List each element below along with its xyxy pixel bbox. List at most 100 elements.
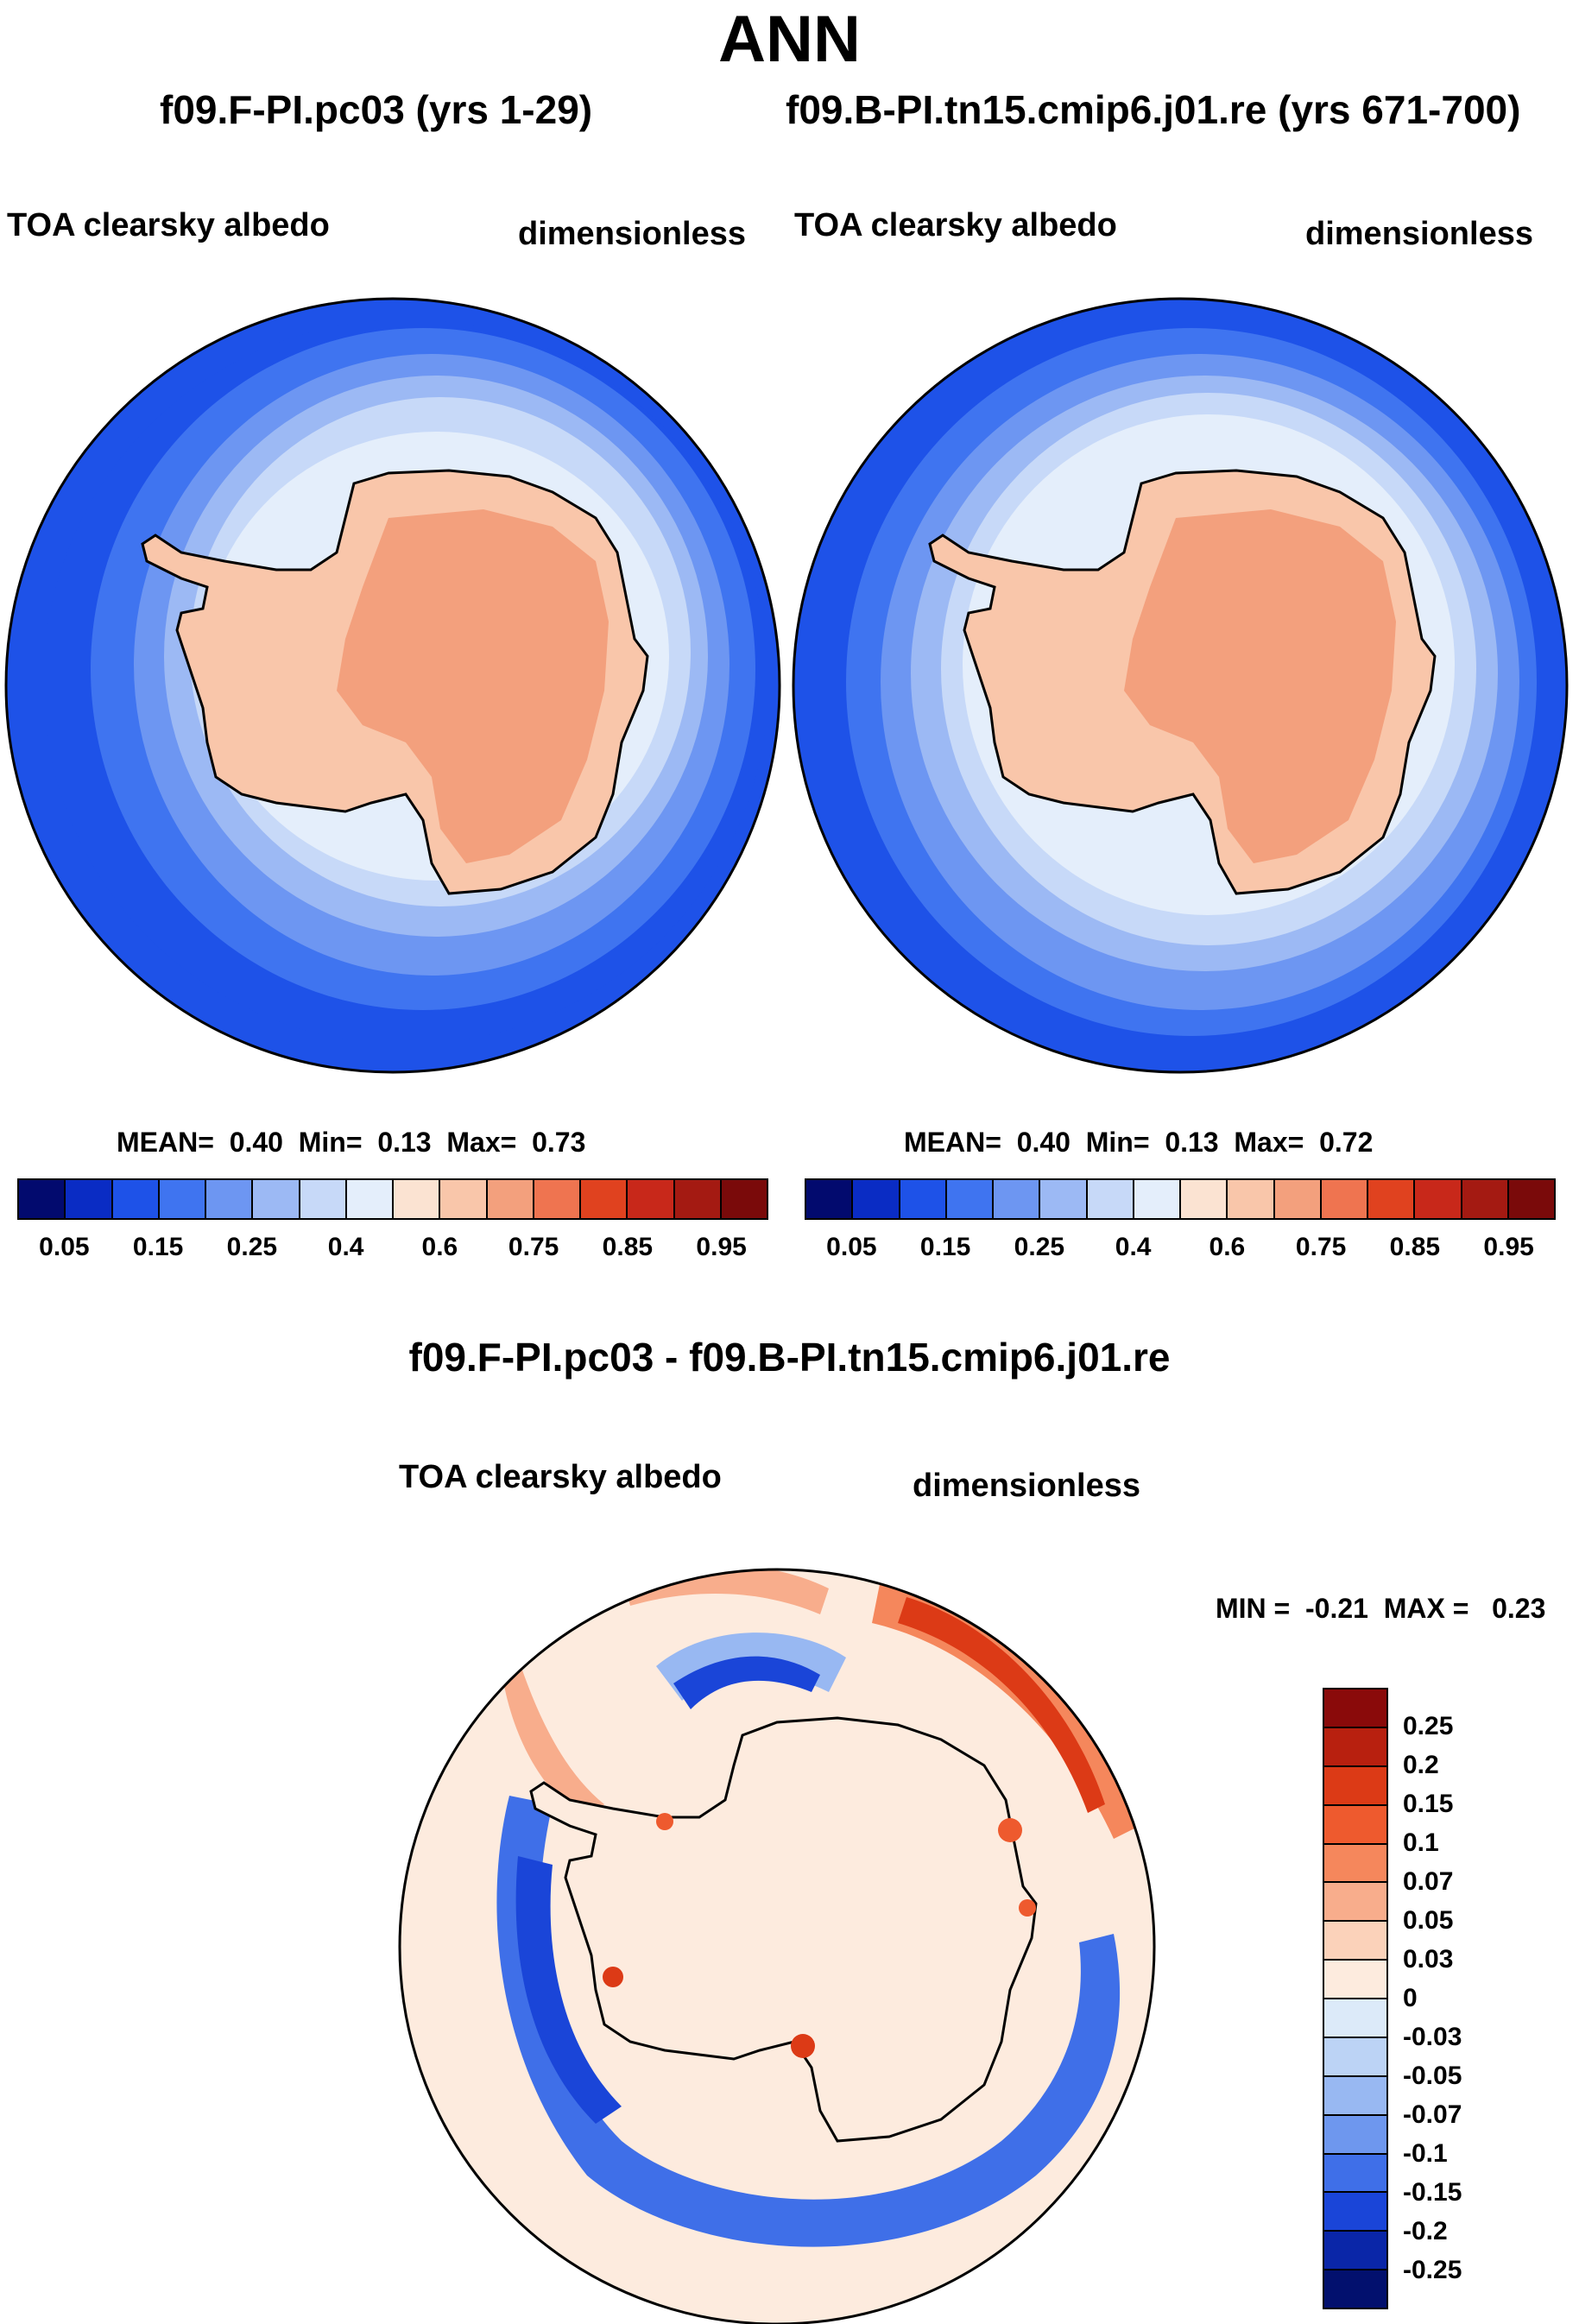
colorbar-tick-label: 0.05	[1403, 1906, 1454, 1935]
colorbar-tick-label: -0.25	[1403, 2256, 1462, 2284]
diff-max-label: MAX =	[1383, 1593, 1469, 1624]
panel2-colorbar	[805, 1178, 1556, 1220]
colorbar-tick-label: -0.15	[1403, 2178, 1462, 2207]
p2-min-value: 0.13	[1165, 1127, 1219, 1158]
colorbar-swatch	[440, 1180, 488, 1218]
colorbar-tick-label: 0.95	[696, 1233, 747, 1261]
diff-units-label: dimensionless	[913, 1468, 1140, 1504]
colorbar-tick-label: 0.6	[1209, 1233, 1246, 1261]
colorbar-swatch	[1324, 1961, 1386, 1999]
diff-min-value: -0.21	[1305, 1593, 1368, 1624]
colorbar-swatch	[394, 1180, 441, 1218]
colorbar-tick-label: -0.1	[1403, 2139, 1448, 2168]
colorbar-tick-label: -0.05	[1403, 2062, 1462, 2090]
colorbar-swatch	[900, 1180, 947, 1218]
colorbar-swatch	[628, 1180, 675, 1218]
panel1-units-label: dimensionless	[518, 216, 746, 252]
colorbar-tick-label: 0.75	[508, 1233, 559, 1261]
colorbar-swatch	[1324, 1844, 1386, 1884]
colorbar-tick-label: 0.03	[1403, 1945, 1454, 1974]
colorbar-swatch	[1324, 2037, 1386, 2077]
colorbar-swatch	[1087, 1180, 1134, 1218]
colorbar-tick-label: 0.75	[1295, 1233, 1347, 1261]
colorbar-swatch	[1321, 1180, 1368, 1218]
p2-min-label: Min=	[1085, 1127, 1150, 1158]
colorbar-tick-label: 0.85	[602, 1233, 654, 1261]
colorbar-tick-label: 0.05	[39, 1233, 90, 1261]
colorbar-swatch	[806, 1180, 854, 1218]
diff-minmax: MIN = -0.21 MAX = 0.23	[1216, 1593, 1545, 1625]
colorbar-tick-label: 0.6	[421, 1233, 458, 1261]
colorbar-swatch	[1324, 2193, 1386, 2232]
diff-max-value: 0.23	[1492, 1593, 1546, 1624]
colorbar-tick-label: -0.07	[1403, 2100, 1462, 2129]
panel2-case-title: f09.B-PI.tn15.cmip6.j01.re (yrs 671-700)	[786, 87, 1521, 132]
colorbar-swatch	[1324, 1922, 1386, 1961]
p1-plateau	[337, 509, 609, 863]
panel1-case-title: f09.F-PI.pc03 (yrs 1-29)	[160, 87, 593, 132]
colorbar-swatch	[1324, 1805, 1386, 1845]
colorbar-swatch	[674, 1180, 722, 1218]
colorbar-tick-label: 0.15	[919, 1233, 971, 1261]
diff-title: f09.F-PI.pc03 - f09.B-PI.tn15.cmip6.j01.…	[408, 1335, 1171, 1380]
p1-mean-label: MEAN=	[117, 1127, 214, 1158]
colorbar-swatch	[581, 1180, 628, 1218]
colorbar-swatch	[1324, 1766, 1386, 1806]
colorbar-swatch	[1415, 1180, 1462, 1218]
colorbar-tick-label: 0.15	[132, 1233, 184, 1261]
colorbar-swatch	[1462, 1180, 1509, 1218]
colorbar-swatch	[1324, 2232, 1386, 2271]
colorbar-swatch	[1324, 2270, 1386, 2308]
colorbar-tick-label: 0.15	[1403, 1790, 1454, 1818]
colorbar-swatch	[1274, 1180, 1322, 1218]
panel2-variable-label: TOA clearsky albedo	[794, 207, 1117, 243]
season-title: ANN	[718, 3, 861, 76]
colorbar-swatch	[300, 1180, 347, 1218]
colorbar-swatch	[721, 1180, 767, 1218]
colorbar-tick-label: 0.4	[1115, 1233, 1152, 1261]
diff-min-label: MIN =	[1216, 1593, 1291, 1624]
colorbar-swatch	[994, 1180, 1041, 1218]
colorbar-swatch	[346, 1180, 394, 1218]
p2-mean-value: 0.40	[1016, 1127, 1071, 1158]
diff-colorbar-ticks: 0.25 0.2 0.15 0.1 0.07 0.05 0.03 0 -0.03 -0.05 -0.…	[1403, 1688, 1550, 2309]
colorbar-tick-label: 0.4	[327, 1233, 364, 1261]
colorbar-tick-label: 0.05	[826, 1233, 877, 1261]
colorbar-swatch	[66, 1180, 113, 1218]
colorbar-tick-label: -0.2	[1403, 2217, 1448, 2245]
panel2-stats: MEAN= 0.40 Min= 0.13 Max= 0.72	[904, 1127, 1373, 1159]
diff-colorbar	[1323, 1688, 1388, 2309]
p2-plateau	[1124, 509, 1396, 863]
panel1-colorbar-ticks: 0.05 0.15 0.25 0.4 0.6 0.75 0.85 0.95	[17, 1233, 768, 1267]
colorbar-tick-label: 0.1	[1403, 1828, 1439, 1857]
colorbar-tick-label: 0.25	[1014, 1233, 1065, 1261]
panel2-colorbar-ticks: 0.05 0.15 0.25 0.4 0.6 0.75 0.85 0.95	[805, 1233, 1556, 1267]
colorbar-swatch	[1181, 1180, 1228, 1218]
colorbar-swatch	[1324, 2115, 1386, 2155]
colorbar-swatch	[946, 1180, 994, 1218]
colorbar-swatch	[1324, 1883, 1386, 1923]
colorbar-swatch	[1324, 1999, 1386, 2038]
p2-mean-label: MEAN=	[904, 1127, 1001, 1158]
colorbar-tick-label: 0	[1403, 1984, 1418, 2012]
colorbar-swatch	[112, 1180, 160, 1218]
colorbar-tick-label: 0.25	[1403, 1712, 1454, 1740]
colorbar-swatch	[1228, 1180, 1275, 1218]
colorbar-swatch	[206, 1180, 254, 1218]
panel1-stats: MEAN= 0.40 Min= 0.13 Max= 0.73	[117, 1127, 585, 1159]
colorbar-swatch	[1324, 2076, 1386, 2116]
p2-max-value: 0.72	[1319, 1127, 1374, 1158]
colorbar-swatch	[159, 1180, 206, 1218]
p1-min-label: Min=	[298, 1127, 363, 1158]
colorbar-swatch	[1508, 1180, 1554, 1218]
p1-mean-value: 0.40	[229, 1127, 283, 1158]
colorbar-swatch	[1040, 1180, 1088, 1218]
colorbar-swatch	[253, 1180, 300, 1218]
p1-min-value: 0.13	[377, 1127, 432, 1158]
colorbar-swatch	[1134, 1180, 1181, 1218]
diff-variable-label: TOA clearsky albedo	[399, 1459, 722, 1495]
colorbar-swatch	[19, 1180, 66, 1218]
